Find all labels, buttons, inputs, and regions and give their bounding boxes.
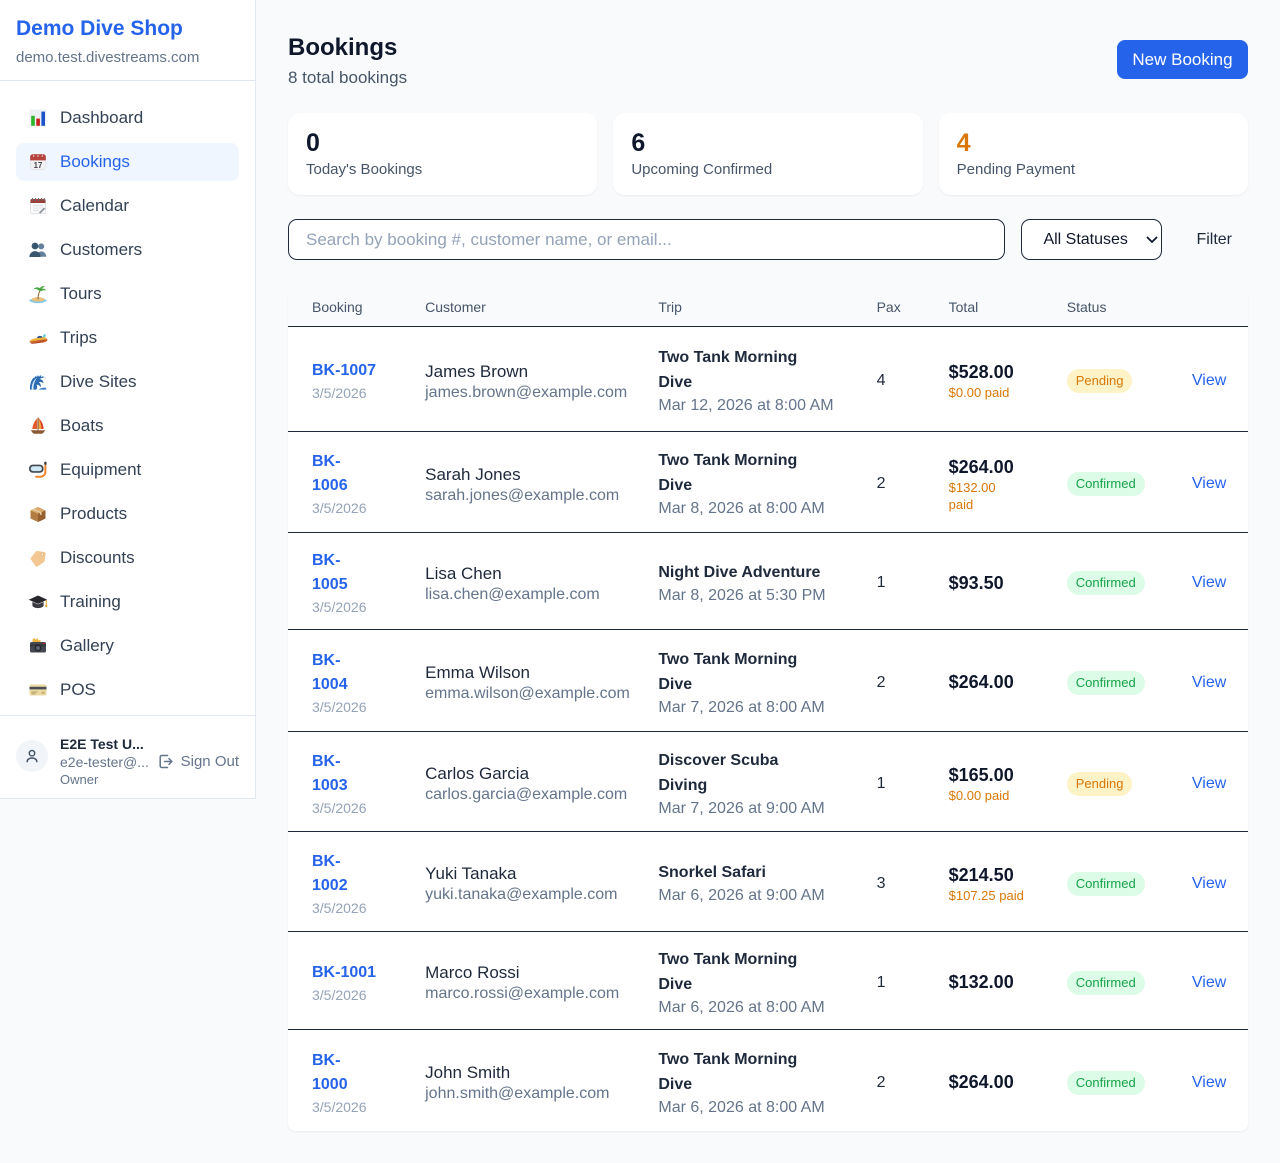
svg-text:17: 17 [34, 161, 43, 170]
